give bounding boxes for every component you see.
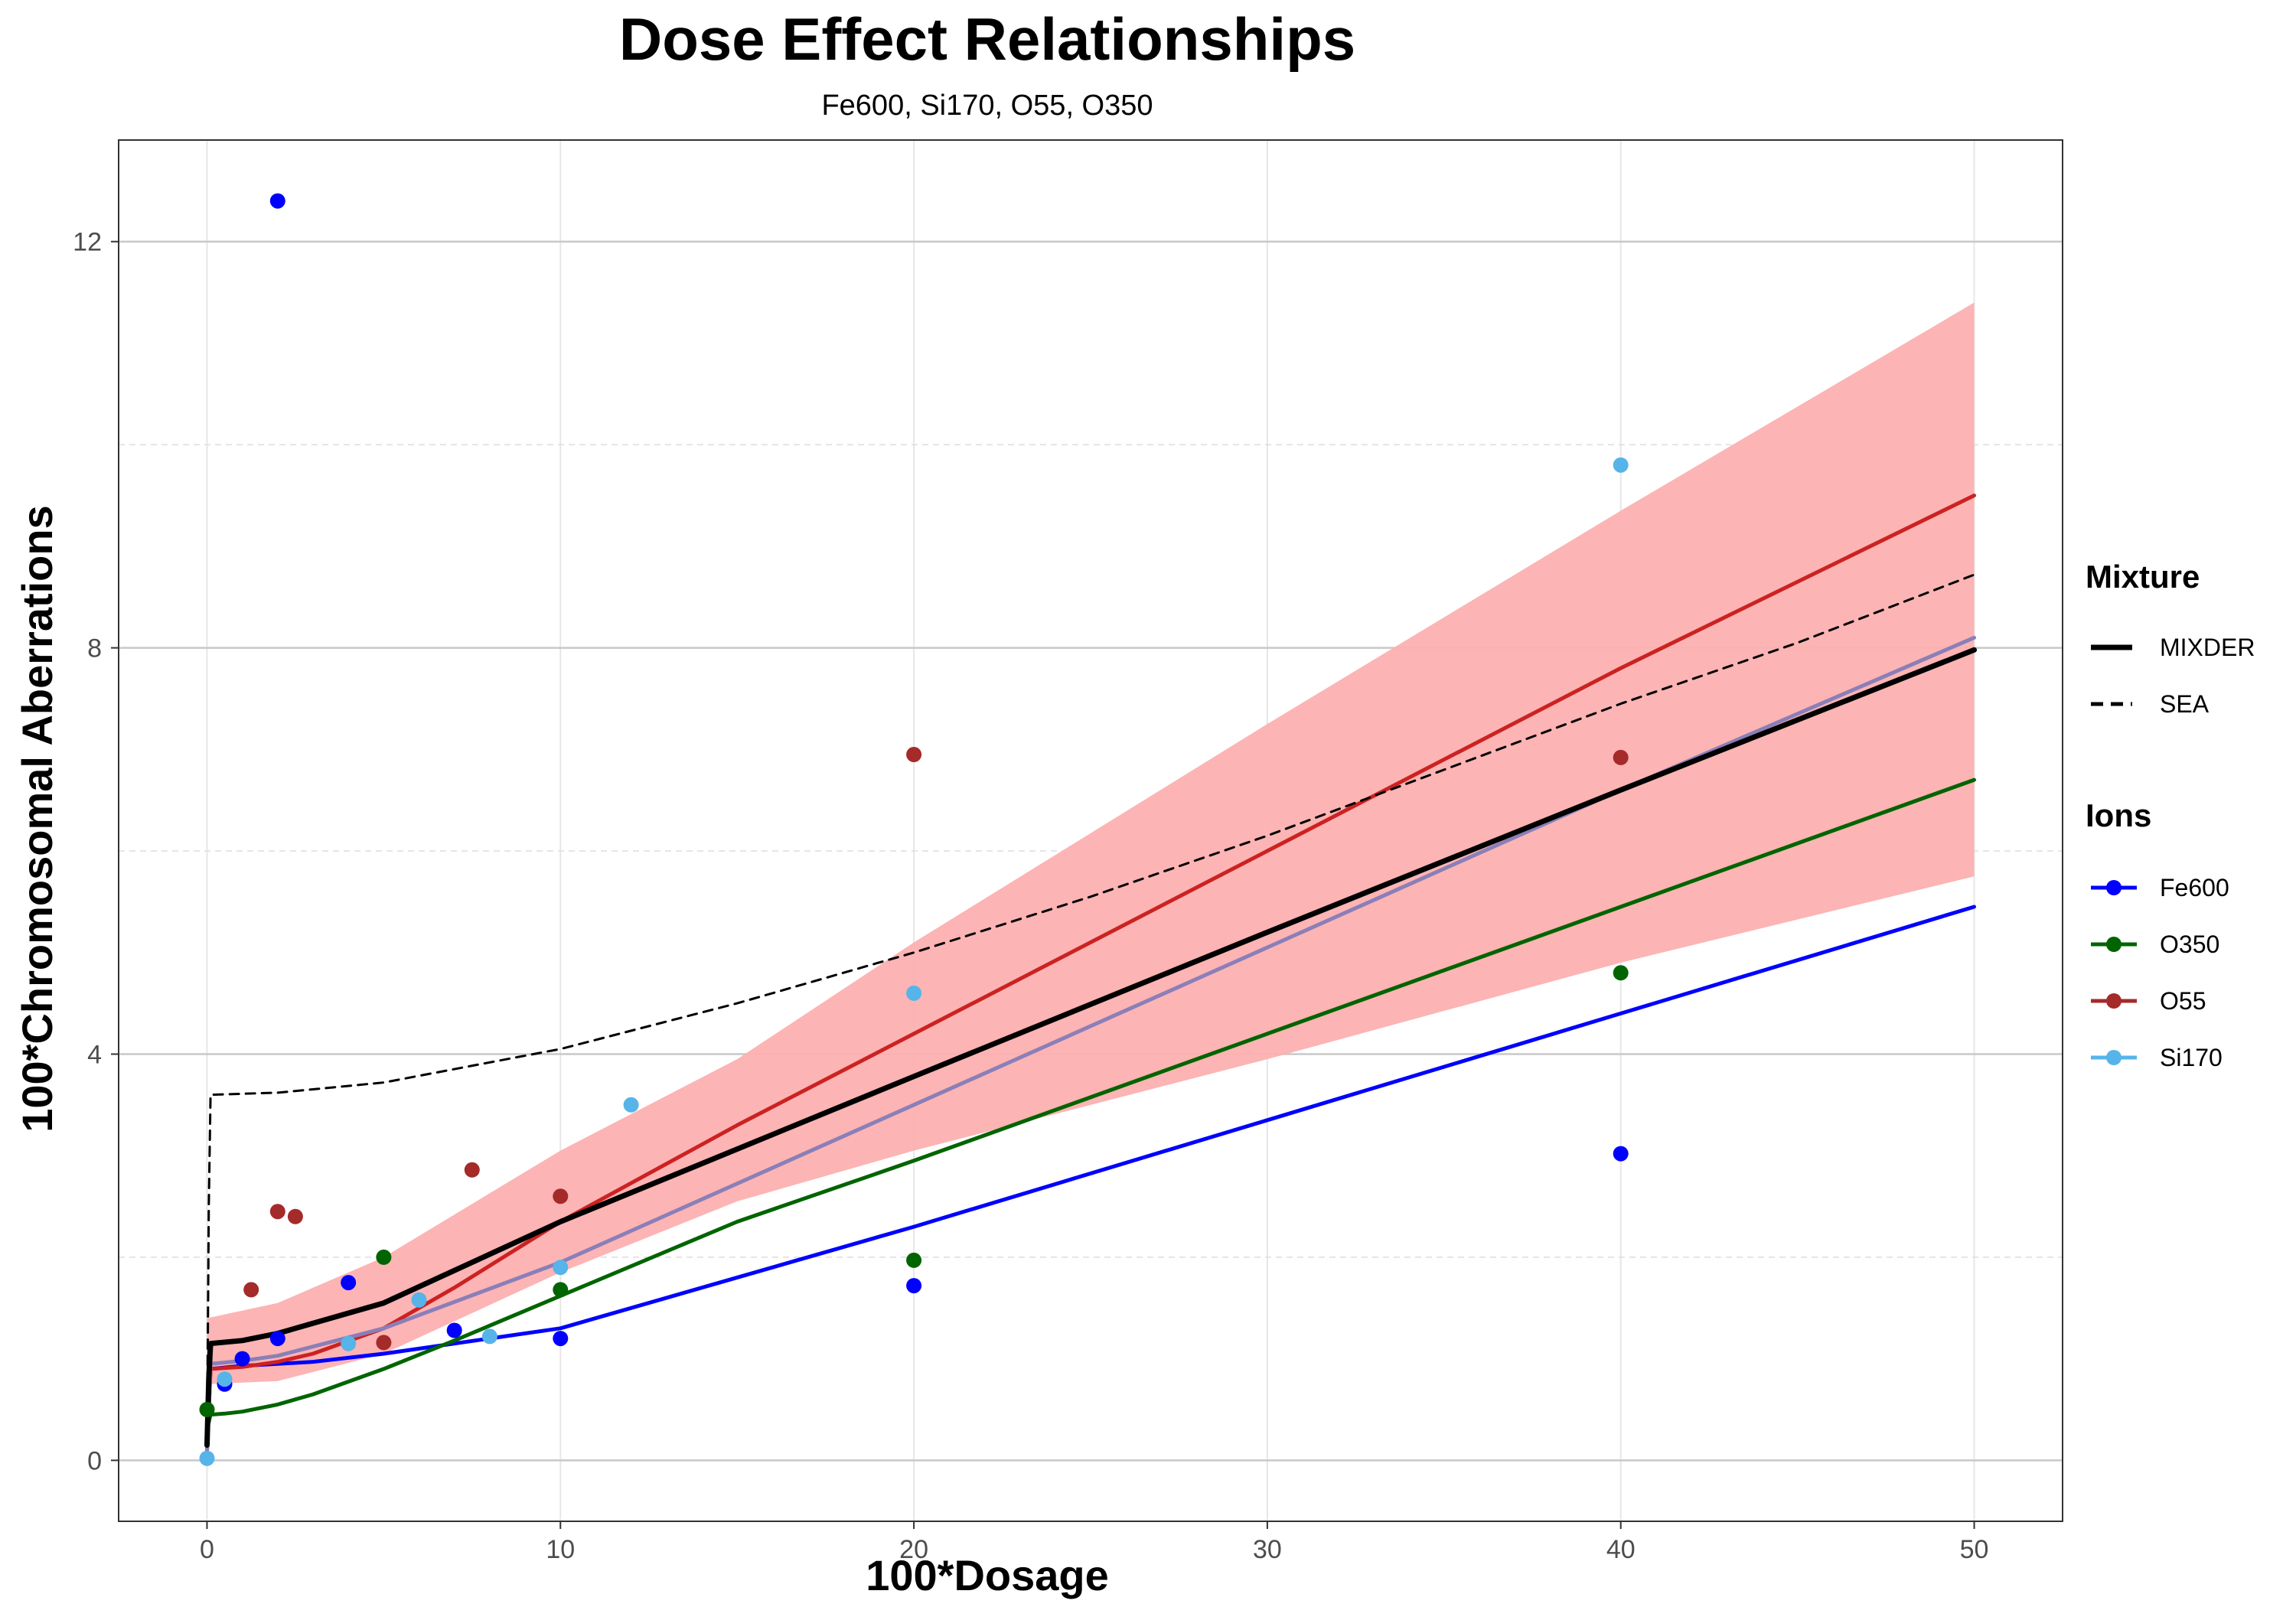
data-point-si170 bbox=[1613, 457, 1629, 473]
legend-key-point-fe600 bbox=[2106, 880, 2122, 895]
x-axis-title: 100*Dosage bbox=[866, 1551, 1109, 1599]
data-point-o350 bbox=[376, 1249, 392, 1265]
series-line-sea bbox=[206, 573, 1975, 1446]
data-point-si170 bbox=[199, 1450, 215, 1466]
data-point-o55 bbox=[1613, 749, 1629, 765]
data-point-o350 bbox=[1613, 965, 1629, 981]
points-layer bbox=[199, 193, 1629, 1466]
data-point-fe600 bbox=[269, 1331, 285, 1347]
legend-label-o55: O55 bbox=[2160, 987, 2206, 1015]
x-tick-label: 10 bbox=[546, 1535, 575, 1564]
data-point-si170 bbox=[341, 1335, 357, 1351]
data-point-o55 bbox=[376, 1335, 392, 1351]
legend-label-sea: SEA bbox=[2160, 690, 2210, 718]
data-point-si170 bbox=[623, 1097, 639, 1113]
series-line-si170 bbox=[205, 635, 1976, 1452]
series-line-o350 bbox=[205, 777, 1976, 1433]
data-point-o55 bbox=[269, 1204, 285, 1220]
y-tick-label: 12 bbox=[73, 228, 102, 257]
confidence-band-layer bbox=[207, 302, 1975, 1384]
chart-title: Dose Effect Relationships bbox=[619, 5, 1355, 73]
data-point-si170 bbox=[481, 1328, 497, 1345]
x-tick-label: 0 bbox=[200, 1535, 214, 1564]
data-point-o55 bbox=[906, 747, 922, 762]
legend-key-point-o55 bbox=[2106, 993, 2122, 1009]
data-point-o350 bbox=[199, 1402, 215, 1417]
series-line-o55 bbox=[205, 494, 1976, 1452]
data-point-si170 bbox=[411, 1292, 427, 1308]
legend-label-si170: Si170 bbox=[2160, 1044, 2223, 1071]
x-tick-label: 20 bbox=[899, 1535, 928, 1564]
plot-panel-border bbox=[118, 139, 2063, 1522]
data-point-o55 bbox=[287, 1208, 303, 1224]
axis-layer: 0 10 20 30 40 50 0 4 8 12 bbox=[73, 228, 1988, 1564]
data-point-fe600 bbox=[341, 1275, 357, 1291]
data-point-si170 bbox=[553, 1260, 569, 1276]
data-point-fe600 bbox=[1613, 1146, 1629, 1162]
data-point-fe600 bbox=[234, 1351, 250, 1367]
lines-layer bbox=[204, 494, 1977, 1452]
legend: Mixture MIXDER SEA Ions Fe600 O350 O55 Si170 bbox=[2086, 559, 2255, 1071]
legend-ions-title: Ions bbox=[2086, 797, 2151, 833]
y-axis-title: 100*Chromosomal Aberrations bbox=[13, 505, 61, 1133]
y-tick-label: 4 bbox=[87, 1040, 102, 1069]
y-tick-label: 0 bbox=[87, 1446, 102, 1475]
data-point-fe600 bbox=[446, 1322, 462, 1338]
data-point-fe600 bbox=[269, 193, 285, 209]
legend-label-fe600: Fe600 bbox=[2160, 874, 2229, 901]
x-tick-label: 40 bbox=[1606, 1535, 1636, 1564]
legend-key-point-si170 bbox=[2106, 1050, 2122, 1065]
data-point-fe600 bbox=[553, 1331, 569, 1347]
data-point-o55 bbox=[243, 1282, 259, 1298]
legend-mixture-items: MIXDER SEA bbox=[2091, 634, 2255, 718]
data-point-o55 bbox=[464, 1162, 480, 1178]
confidence-band bbox=[207, 302, 1975, 1384]
data-point-o350 bbox=[553, 1282, 569, 1298]
x-tick-label: 50 bbox=[1960, 1535, 1989, 1564]
legend-label-o350: O350 bbox=[2160, 931, 2219, 958]
legend-mixture-title: Mixture bbox=[2086, 559, 2200, 595]
data-point-o350 bbox=[906, 1252, 922, 1268]
data-point-fe600 bbox=[906, 1278, 922, 1294]
chart-subtitle: Fe600, Si170, O55, O350 bbox=[821, 90, 1153, 122]
legend-ion-items: Fe600 O350 O55 Si170 bbox=[2091, 874, 2229, 1071]
data-point-o55 bbox=[553, 1188, 569, 1204]
data-point-si170 bbox=[906, 985, 922, 1001]
legend-key-point-o350 bbox=[2106, 937, 2122, 952]
data-point-si170 bbox=[217, 1371, 233, 1387]
x-tick-label: 30 bbox=[1253, 1535, 1282, 1564]
series-line-mixder bbox=[204, 647, 1977, 1448]
legend-label-mixder: MIXDER bbox=[2160, 634, 2255, 661]
y-tick-label: 8 bbox=[87, 634, 102, 663]
